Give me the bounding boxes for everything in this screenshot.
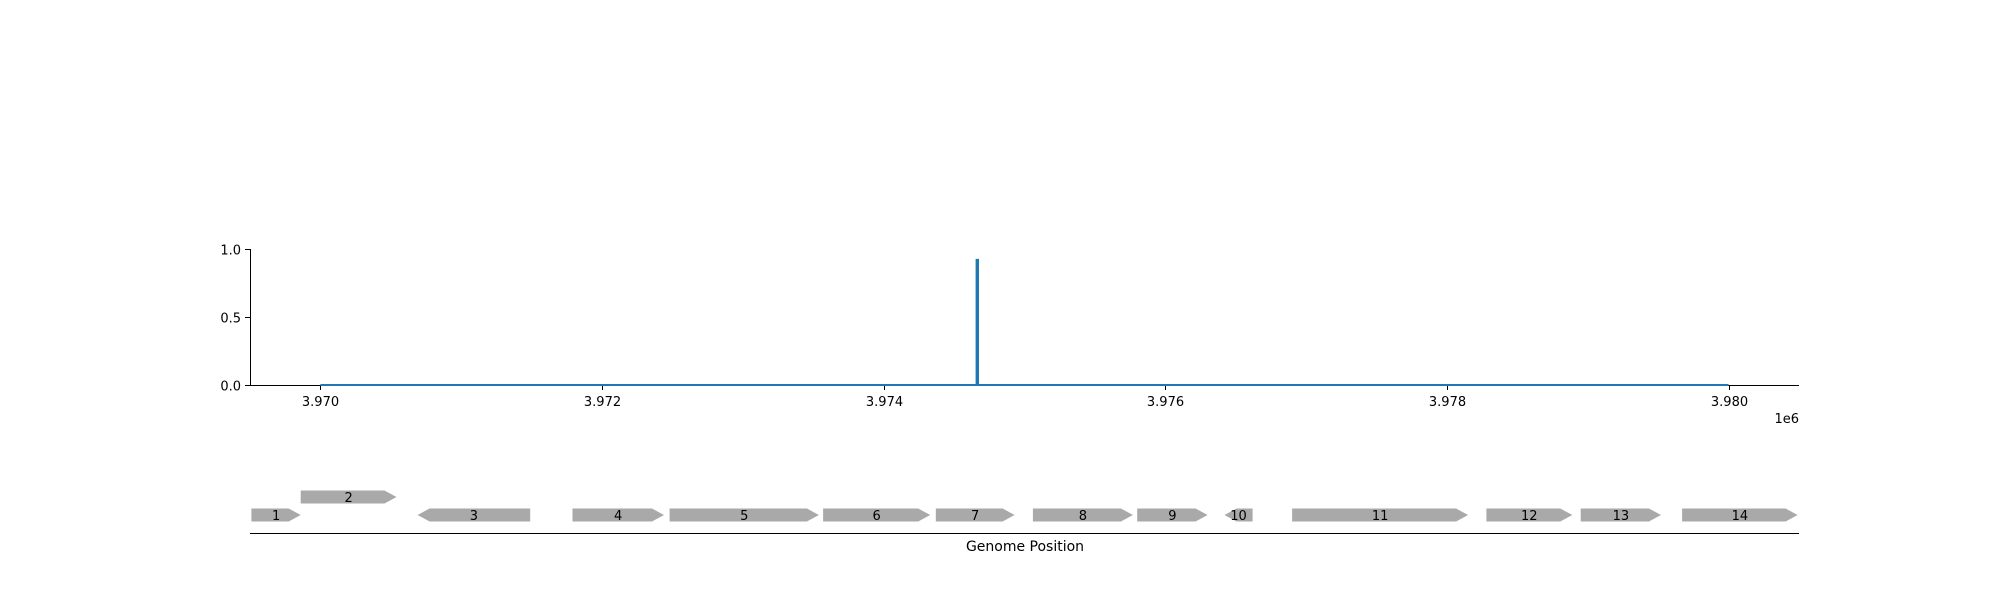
gene-arrow	[1224, 508, 1253, 522]
coverage-plot: 0.0 0.5 1.0 3.970 3.972 3.974 3.976 3.978 3.980…	[220, 244, 1799, 427]
gene-arrow	[1486, 508, 1573, 522]
gene-arrow	[417, 508, 531, 522]
gene-label: 10	[1230, 509, 1247, 524]
gene-arrow	[300, 490, 397, 504]
gene-label: 7	[971, 509, 979, 524]
gene-label: 2	[344, 491, 352, 506]
gene-arrow	[251, 508, 301, 522]
coverage-series-line	[320, 258, 1729, 386]
gene-label: 6	[872, 509, 880, 524]
x-tick-label: 3.970	[302, 395, 339, 410]
x-tick-label: 3.972	[584, 395, 621, 410]
gene-label: 8	[1079, 509, 1087, 524]
gene-arrow	[823, 508, 931, 522]
x-tick-group: 3.970 3.972 3.974 3.976 3.978 3.980	[302, 385, 1748, 410]
gene-label: 4	[614, 509, 622, 524]
gene-arrow	[1580, 508, 1661, 522]
gene-label: 5	[740, 509, 748, 524]
y-tick-label: 0.0	[220, 380, 241, 395]
gene-label: 12	[1521, 509, 1538, 524]
gene-label: 11	[1372, 509, 1389, 524]
gene-track: 123 4 5 6 7 8 9 10 11 12 13 14 Genome Position	[250, 490, 1799, 555]
gene-arrow	[1682, 508, 1798, 522]
y-tick-label: 1.0	[220, 244, 241, 259]
gene-arrow	[1032, 508, 1133, 522]
gene-arrow	[669, 508, 819, 522]
x-tick-label: 3.976	[1147, 395, 1184, 410]
gene-label: 1	[272, 509, 280, 524]
gene-label: 3	[470, 509, 478, 524]
gene-label: 14	[1732, 509, 1749, 524]
gene-arrow	[572, 508, 664, 522]
gene-label: 9	[1168, 509, 1176, 524]
gene-arrow	[1292, 508, 1469, 522]
x-offset-label: 1e6	[1774, 412, 1799, 427]
gene-group: 123 4 5 6 7 8 9 10 11 12 13 14	[251, 490, 1798, 524]
y-tick-label: 0.5	[220, 312, 241, 327]
y-tick-group: 0.0 0.5 1.0	[220, 244, 250, 395]
x-tick-label: 3.980	[1711, 395, 1748, 410]
gene-arrow	[935, 508, 1015, 522]
x-tick-label: 3.974	[866, 395, 903, 410]
gene-track-xlabel: Genome Position	[966, 539, 1084, 555]
gene-label: 13	[1613, 509, 1630, 524]
series-group	[320, 258, 1729, 386]
gene-arrow	[1137, 508, 1208, 522]
x-tick-label: 3.978	[1429, 395, 1466, 410]
